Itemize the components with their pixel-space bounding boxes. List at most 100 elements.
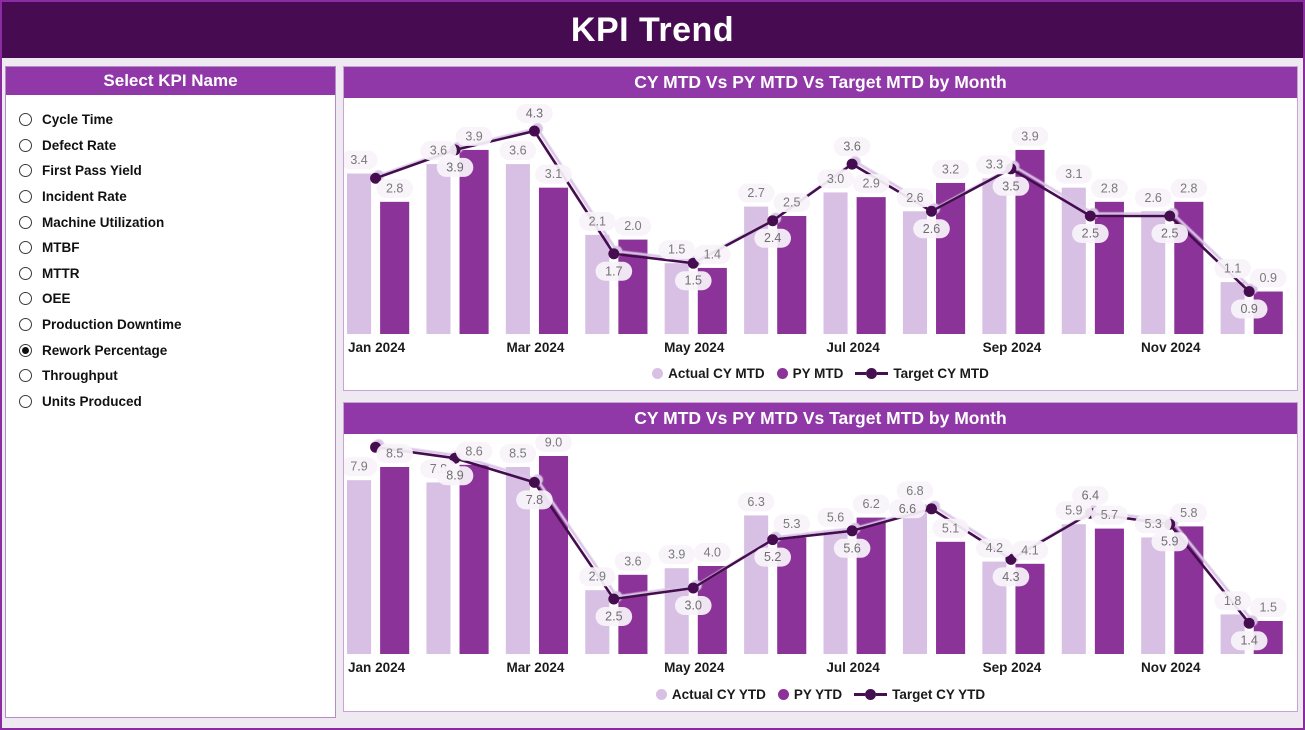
- legend-label: Target CY YTD: [892, 687, 986, 702]
- target-marker-May 2024[interactable]: [687, 582, 699, 594]
- py-bar-Oct 2024[interactable]: [1094, 528, 1124, 654]
- value-label: 8.5: [386, 447, 403, 461]
- py-bar-Aug 2024[interactable]: [936, 541, 966, 654]
- value-label-capsule: [1055, 164, 1093, 184]
- actual-bar-Jan 2024[interactable]: [347, 173, 372, 334]
- target-marker-Oct 2024[interactable]: [1084, 210, 1096, 222]
- radio-icon[interactable]: [19, 369, 32, 383]
- actual-bar-Feb 2024[interactable]: [426, 164, 451, 334]
- kpi-option-first-pass-yield[interactable]: First Pass Yield: [19, 158, 335, 184]
- legend-item-actual-cy-mtd[interactable]: Actual CY MTD: [652, 366, 765, 381]
- target-marker-May 2024[interactable]: [687, 257, 699, 269]
- target-marker-Apr 2024[interactable]: [608, 593, 620, 605]
- py-bar-Jan 2024[interactable]: [380, 467, 410, 654]
- kpi-option-units-produced[interactable]: Units Produced: [19, 389, 335, 415]
- target-line-layer: [370, 125, 1255, 298]
- value-label-capsule: [614, 551, 652, 571]
- radio-icon[interactable]: [19, 394, 32, 408]
- py-bar-Feb 2024[interactable]: [459, 149, 489, 334]
- py-bar-Aug 2024[interactable]: [936, 182, 966, 334]
- value-label-capsule: [976, 155, 1013, 175]
- actual-bar-Sep 2024[interactable]: [982, 178, 1007, 334]
- actual-bar-Oct 2024[interactable]: [1061, 187, 1086, 334]
- actual-bar-Oct 2024[interactable]: [1061, 524, 1086, 654]
- x-tick-Sep 2024: Sep 2024: [983, 340, 1042, 355]
- target-marker-Mar 2024[interactable]: [528, 125, 540, 137]
- legend-item-target-cy-mtd[interactable]: Target CY MTD: [855, 366, 989, 381]
- radio-selected-icon[interactable]: [19, 343, 32, 357]
- actual-bar-Jun 2024[interactable]: [744, 515, 769, 654]
- value-label: 2.4: [764, 231, 781, 245]
- value-label-capsule: [535, 434, 572, 452]
- radio-icon[interactable]: [19, 190, 32, 204]
- actual-bar-Nov 2024[interactable]: [1141, 537, 1166, 654]
- value-label: 2.7: [747, 186, 764, 200]
- target-marker-Sep 2024[interactable]: [1005, 553, 1017, 565]
- kpi-option-machine-utilization[interactable]: Machine Utilization: [19, 209, 335, 235]
- kpi-option-cycle-time[interactable]: Cycle Time: [19, 107, 335, 133]
- target-marker-Jun 2024[interactable]: [767, 215, 779, 227]
- actual-bar-Mar 2024[interactable]: [505, 164, 530, 334]
- kpi-option-incident-rate[interactable]: Incident Rate: [19, 184, 335, 210]
- target-marker-Mar 2024[interactable]: [528, 476, 540, 488]
- actual-bar-Apr 2024[interactable]: [585, 234, 610, 334]
- x-tick-Jan 2024: Jan 2024: [348, 340, 406, 355]
- legend-item-actual-cy-ytd[interactable]: Actual CY YTD: [655, 687, 766, 702]
- value-label-capsule: [932, 518, 969, 538]
- radio-icon[interactable]: [19, 318, 32, 332]
- kpi-option-rework-percentage[interactable]: Rework Percentage: [19, 337, 335, 363]
- py-bar-Jul 2024[interactable]: [856, 197, 886, 334]
- kpi-option-production-downtime[interactable]: Production Downtime: [19, 312, 335, 338]
- radio-icon[interactable]: [19, 113, 32, 127]
- value-label-capsule: [674, 596, 712, 615]
- value-label-capsule: [737, 183, 775, 203]
- value-label: 6.2: [862, 497, 879, 511]
- legend-item-py-mtd[interactable]: PY MTD: [776, 366, 843, 381]
- value-label: 8.5: [509, 447, 526, 461]
- x-tick-Nov 2024: Nov 2024: [1141, 660, 1201, 675]
- radio-icon[interactable]: [19, 138, 32, 152]
- target-marker-Apr 2024[interactable]: [608, 248, 620, 260]
- target-marker-Jul 2024[interactable]: [846, 158, 858, 170]
- actual-bar-Jul 2024[interactable]: [823, 192, 848, 334]
- py-bar-Mar 2024[interactable]: [538, 456, 569, 654]
- py-bar-Jan 2024[interactable]: [380, 201, 410, 334]
- kpi-option-throughput[interactable]: Throughput: [19, 363, 335, 389]
- target-marker-Aug 2024[interactable]: [925, 503, 938, 515]
- py-bar-Feb 2024[interactable]: [459, 464, 489, 654]
- target-marker-Jul 2024[interactable]: [846, 525, 858, 537]
- py-bar-Mar 2024[interactable]: [538, 187, 569, 334]
- x-tick-Jul 2024: Jul 2024: [826, 340, 880, 355]
- value-label: 3.2: [942, 162, 959, 176]
- legend-item-target-cy-ytd[interactable]: Target CY YTD: [854, 687, 985, 702]
- value-label: 3.9: [668, 548, 685, 562]
- value-label-capsule: [1214, 591, 1251, 611]
- kpi-option-label: Machine Utilization: [42, 214, 165, 230]
- kpi-slicer-title: Select KPI Name: [6, 67, 335, 95]
- kpi-option-oee[interactable]: OEE: [19, 286, 335, 312]
- radio-icon[interactable]: [19, 164, 32, 178]
- radio-icon[interactable]: [19, 241, 32, 255]
- target-marker-Jun 2024[interactable]: [767, 534, 779, 546]
- target-marker-Dec 2024[interactable]: [1243, 617, 1255, 629]
- value-label: 1.5: [1260, 601, 1277, 615]
- actual-bar-Aug 2024[interactable]: [902, 504, 928, 654]
- actual-bar-Jun 2024[interactable]: [744, 206, 769, 334]
- py-bar-Nov 2024[interactable]: [1174, 201, 1204, 334]
- actual-bar-Jan 2024[interactable]: [347, 480, 372, 654]
- target-marker-Dec 2024[interactable]: [1243, 286, 1255, 298]
- kpi-option-defect-rate[interactable]: Defect Rate: [19, 133, 335, 159]
- value-label: 5.1: [942, 521, 959, 535]
- legend-item-py-ytd[interactable]: PY YTD: [777, 687, 842, 702]
- radio-icon[interactable]: [19, 292, 32, 306]
- py-bar-Oct 2024[interactable]: [1094, 201, 1124, 334]
- target-marker-Nov 2024[interactable]: [1164, 210, 1176, 222]
- actual-bar-Feb 2024[interactable]: [426, 482, 451, 654]
- radio-icon[interactable]: [19, 266, 32, 280]
- kpi-option-mtbf[interactable]: MTBF: [19, 235, 335, 261]
- target-marker-Jan 2024[interactable]: [370, 172, 382, 184]
- kpi-option-mttr[interactable]: MTTR: [19, 261, 335, 287]
- radio-icon[interactable]: [19, 215, 32, 229]
- target-marker-Aug 2024[interactable]: [925, 205, 938, 217]
- py-bar-Jul 2024[interactable]: [856, 517, 886, 654]
